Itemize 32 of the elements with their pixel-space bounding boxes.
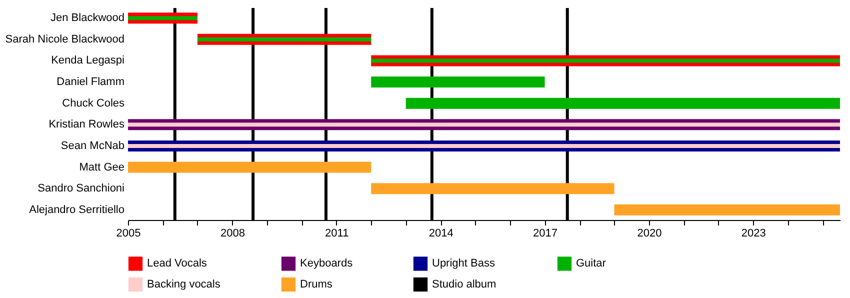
bar [371, 183, 614, 194]
x-tick-label: 2008 [220, 228, 245, 240]
y-tick-label: Kristian Rowles [48, 118, 125, 131]
bar [614, 204, 840, 216]
legend-label: Backing vocals [147, 278, 221, 290]
y-tick-label: Kenda Legaspi [51, 54, 124, 67]
y-tick-label: Chuck Coles [62, 97, 125, 110]
bar [197, 37, 372, 42]
y-tick-label: Sarah Nicole Blackwood [5, 33, 124, 46]
bar [128, 16, 198, 20]
x-tick-label: 2020 [637, 228, 662, 240]
y-tick-label: Sean McNab [60, 140, 124, 152]
y-tick-label: Daniel Flamm [56, 76, 124, 88]
x-tick-label: 2023 [741, 228, 766, 240]
x-tick-label: 2011 [325, 228, 349, 240]
legend-label: Drums [300, 278, 333, 290]
bar [128, 144, 840, 148]
x-tick-label: 2017 [533, 228, 558, 240]
x-tick-label: 2014 [428, 228, 454, 240]
legend-label: Keyboards [300, 258, 354, 270]
bar [128, 162, 372, 173]
y-tick-label: Matt Gee [79, 161, 124, 174]
legend-label: Studio album [432, 278, 496, 290]
legend-label: Lead Vocals [147, 258, 208, 270]
x-tick-label: 2005 [116, 228, 141, 240]
bar [128, 122, 840, 127]
y-tick-label: Jen Blackwood [50, 12, 124, 24]
legend-label: Guitar [576, 258, 606, 270]
y-tick-label: Alejandro Serritiello [29, 204, 124, 216]
y-tick-label: Sandro Sanchioni [38, 182, 124, 195]
legend-label: Upright Bass [432, 258, 496, 270]
bar [371, 58, 840, 63]
